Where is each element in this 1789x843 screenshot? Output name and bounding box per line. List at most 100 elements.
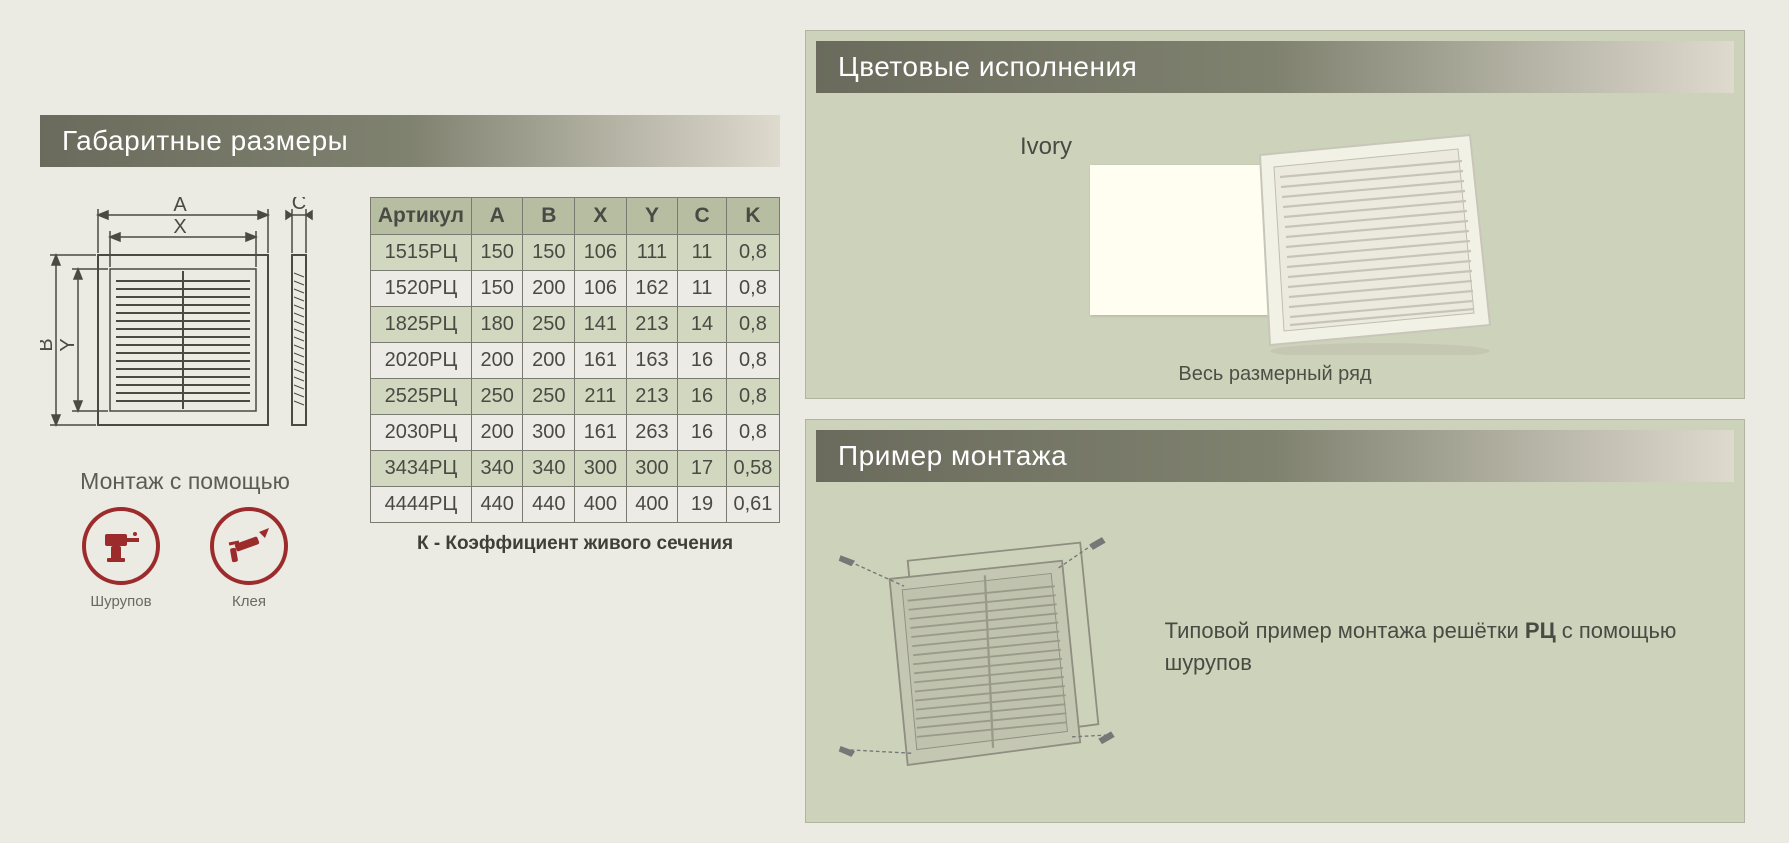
colors-title: Цветовые исполнения — [816, 41, 1734, 93]
mount-example-title: Пример монтажа — [816, 430, 1734, 482]
table-cell: 11 — [678, 271, 727, 307]
table-cell: 14 — [678, 307, 727, 343]
table-cell: 1825РЦ — [371, 307, 472, 343]
mount-example-panel: Пример монтажа — [805, 419, 1745, 823]
table-cell: 211 — [575, 379, 627, 415]
table-cell: 0,8 — [726, 415, 779, 451]
mount-example-diagram — [826, 502, 1135, 792]
dimensions-title: Габаритные размеры — [40, 115, 780, 167]
table-cell: 400 — [626, 487, 678, 523]
table-cell: 200 — [471, 343, 523, 379]
table-cell: 213 — [626, 379, 678, 415]
table-cell: 340 — [523, 451, 575, 487]
table-row: 2020РЦ200200161163160,8 — [371, 343, 780, 379]
table-row: 2525РЦ250250211213160,8 — [371, 379, 780, 415]
drill-icon — [82, 507, 160, 585]
table-header: B — [523, 198, 575, 235]
table-cell: 340 — [471, 451, 523, 487]
dimension-diagram: A X C — [40, 197, 330, 457]
caulk-gun-icon — [210, 507, 288, 585]
table-cell: 180 — [471, 307, 523, 343]
color-row: Ivory — [806, 93, 1744, 363]
table-cell: 106 — [575, 235, 627, 271]
table-cell: 150 — [471, 235, 523, 271]
dimensions-section: Габаритные размеры — [40, 115, 780, 610]
table-cell: 11 — [678, 235, 727, 271]
dimensions-table-block: АртикулABXYCK1515РЦ150150106111110,81520… — [370, 197, 780, 610]
color-name-label: Ivory — [1020, 133, 1072, 161]
size-range-caption: Весь размерный ряд — [806, 363, 1744, 398]
table-cell: 0,8 — [726, 235, 779, 271]
table-header: X — [575, 198, 627, 235]
table-cell: 1520РЦ — [371, 271, 472, 307]
table-cell: 111 — [626, 235, 678, 271]
mount-item-screws: Шурупов — [82, 507, 160, 610]
table-cell: 17 — [678, 451, 727, 487]
table-cell: 150 — [523, 235, 575, 271]
table-cell: 19 — [678, 487, 727, 523]
mount-icons: Шурупов Клея — [40, 507, 330, 610]
table-cell: 4444РЦ — [371, 487, 472, 523]
table-row: 3434РЦ340340300300170,58 — [371, 451, 780, 487]
table-cell: 2525РЦ — [371, 379, 472, 415]
dim-label-x: X — [173, 216, 186, 238]
table-cell: 2030РЦ — [371, 415, 472, 451]
diagram-block: A X C — [40, 197, 330, 610]
table-row: 4444РЦ440440400400190,61 — [371, 487, 780, 523]
table-cell: 106 — [575, 271, 627, 307]
table-header: Артикул — [371, 198, 472, 235]
table-cell: 0,8 — [726, 271, 779, 307]
table-cell: 161 — [575, 415, 627, 451]
table-cell: 150 — [471, 271, 523, 307]
k-coefficient-note: К - Коэффициент живого сечения — [370, 533, 780, 555]
table-cell: 0,8 — [726, 307, 779, 343]
table-cell: 161 — [575, 343, 627, 379]
table-cell: 250 — [523, 307, 575, 343]
table-cell: 0,8 — [726, 343, 779, 379]
table-cell: 400 — [575, 487, 627, 523]
table-row: 1825РЦ180250141213140,8 — [371, 307, 780, 343]
dim-label-b: B — [40, 338, 57, 351]
mount-example-text: Типовой пример монтажа решётки РЦ с помо… — [1165, 615, 1714, 679]
dim-label-y: Y — [57, 338, 79, 351]
table-cell: 162 — [626, 271, 678, 307]
colors-panel: Цветовые исполнения Ivory — [805, 30, 1745, 399]
dim-label-c: C — [292, 197, 306, 214]
table-header: A — [471, 198, 523, 235]
mount-text-prefix: Типовой пример монтажа решётки — [1165, 618, 1525, 643]
table-cell: 1515РЦ — [371, 235, 472, 271]
mount-label: Шурупов — [82, 593, 160, 610]
table-cell: 163 — [626, 343, 678, 379]
table-cell: 300 — [626, 451, 678, 487]
dimensions-table: АртикулABXYCK1515РЦ150150106111110,81520… — [370, 197, 780, 523]
table-cell: 16 — [678, 379, 727, 415]
table-row: 2030РЦ200300161263160,8 — [371, 415, 780, 451]
table-header: K — [726, 198, 779, 235]
mount-text-bold: РЦ — [1525, 618, 1556, 643]
table-cell: 200 — [523, 343, 575, 379]
table-cell: 300 — [575, 451, 627, 487]
grille-product-image — [1230, 125, 1530, 355]
table-cell: 3434РЦ — [371, 451, 472, 487]
table-cell: 200 — [523, 271, 575, 307]
table-cell: 2020РЦ — [371, 343, 472, 379]
table-row: 1515РЦ150150106111110,8 — [371, 235, 780, 271]
table-cell: 0,8 — [726, 379, 779, 415]
table-cell: 141 — [575, 307, 627, 343]
table-cell: 440 — [471, 487, 523, 523]
table-cell: 250 — [523, 379, 575, 415]
mount-title: Монтаж с помощью — [40, 468, 330, 495]
table-header: Y — [626, 198, 678, 235]
table-header: C — [678, 198, 727, 235]
table-cell: 16 — [678, 343, 727, 379]
table-cell: 213 — [626, 307, 678, 343]
table-cell: 200 — [471, 415, 523, 451]
right-column: Цветовые исполнения Ivory — [805, 30, 1745, 843]
dimensions-body: A X C — [40, 167, 780, 610]
dim-label-a: A — [173, 197, 187, 216]
table-cell: 250 — [471, 379, 523, 415]
table-cell: 300 — [523, 415, 575, 451]
mount-item-glue: Клея — [210, 507, 288, 610]
table-cell: 440 — [523, 487, 575, 523]
mount-example-body: Типовой пример монтажа решётки РЦ с помо… — [806, 482, 1744, 822]
